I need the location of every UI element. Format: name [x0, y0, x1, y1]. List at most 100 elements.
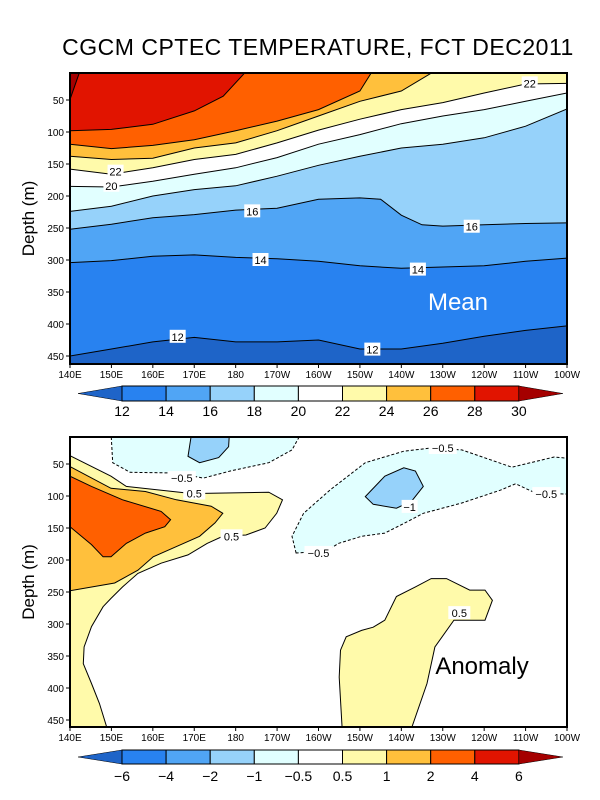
y-tick-label: 150: [47, 160, 64, 171]
contour-label-bg: [448, 606, 471, 620]
y-tick-label: 200: [47, 192, 64, 203]
isotherm-20: [70, 92, 567, 188]
colorbar-label: 22: [335, 403, 351, 419]
x-tick-label: 150W: [347, 370, 374, 381]
colorbar-label: −0.5: [285, 768, 313, 784]
contour-label: 0.5: [187, 488, 202, 500]
isotherm-18: [70, 108, 567, 212]
x-tick-label: 140W: [388, 370, 415, 381]
contour-label: −0.5: [432, 443, 454, 455]
colorbar-label: 14: [158, 403, 174, 419]
y-tick-label: 100: [47, 128, 64, 139]
y-tick-label: 150: [47, 524, 64, 535]
contour-label: 12: [366, 345, 378, 357]
contour-label: 20: [105, 181, 117, 193]
contour-label-bg: [364, 342, 381, 356]
isotherm-14: [70, 254, 567, 269]
colorbar-box: [165, 385, 211, 402]
colorbar-box: [430, 385, 476, 402]
y-tick-label: 200: [47, 556, 64, 567]
colorbar-label: 1: [383, 768, 391, 784]
colorbar-label: 16: [202, 403, 218, 419]
contour-label: 22: [524, 78, 536, 90]
colorbar: −6 −4 −2 −1 −0.5 0.5 1 2 4 6: [77, 749, 563, 784]
contour-label: 0.5: [224, 531, 239, 543]
y-tick-label: 450: [47, 716, 64, 727]
anomaly-region-2: [70, 475, 172, 558]
isotherm-12: [70, 325, 567, 357]
contour-label: 0.5: [452, 608, 467, 620]
contour-label-bg: [428, 441, 457, 454]
colorbar-box: [121, 749, 167, 765]
colorbar-label: 20: [291, 403, 307, 419]
y-tick-label: 50: [53, 96, 65, 107]
chart-title: CGCM CPTEC TEMPERATURE, FCT DEC2011: [62, 34, 574, 60]
contour-label-bg: [167, 471, 196, 485]
contour-label: −0.5: [308, 548, 330, 560]
y-tick-label: 250: [47, 588, 64, 599]
isotherm-30: [70, 73, 80, 100]
colorbar: 12 14 16 18 20 22 24 26 28 30: [77, 385, 563, 419]
colorbar-box: [253, 385, 299, 402]
contour-label-bg: [183, 486, 206, 500]
contour-label-bg: [244, 204, 261, 218]
anomaly-region--0.5: [291, 447, 567, 554]
colorbar-label: 30: [511, 403, 527, 419]
x-tick-label: 150E: [100, 370, 124, 381]
colorbar-label: 4: [471, 768, 479, 784]
contour-label-bg: [169, 329, 186, 343]
colorbar-box: [386, 385, 432, 402]
y-tick-label: 450: [47, 352, 64, 363]
y-tick-label: 300: [47, 256, 64, 267]
colorbar-label: 2: [427, 768, 435, 784]
colorbar-box: [121, 385, 167, 402]
contour-label: −0.5: [171, 473, 193, 485]
y-tick-label: 350: [47, 288, 64, 299]
colorbar-label: 6: [515, 768, 523, 784]
y-tick-label: 250: [47, 224, 64, 235]
panel-mean: 22 22 20 16 16 14 14 12 12 Mean 140E 150E 160E 170E 18…: [19, 72, 581, 419]
colorbar-box: [430, 749, 476, 765]
colorbar-label: 28: [467, 403, 483, 419]
x-tick-label: 100W: [554, 370, 581, 381]
contour-label-bg: [220, 529, 243, 543]
colorbar-box: [209, 385, 255, 402]
colorbar-box: [474, 749, 520, 765]
x-tick-label: 140E: [58, 733, 82, 744]
band-above-28: [70, 73, 245, 131]
colorbar-label: 12: [114, 403, 130, 419]
x-tick-label: 160E: [141, 370, 165, 381]
y-tick-label: 50: [53, 460, 65, 471]
colorbar-label: −2: [202, 768, 218, 784]
x-tick-label: 120W: [471, 733, 498, 744]
x-tick-label: 160E: [141, 733, 165, 744]
contour-label: 14: [254, 255, 266, 267]
contour-label: −1: [403, 502, 416, 514]
panel-annotation: Mean: [428, 289, 488, 316]
contour-label: 12: [172, 332, 184, 344]
x-tick-label: 160W: [305, 370, 332, 381]
contour-label-bg: [409, 262, 426, 276]
colorbar-label: 18: [247, 403, 263, 419]
plot-area: 22 22 20 16 16 14 14 12 12: [70, 73, 567, 364]
x-tick-label: 110W: [513, 733, 539, 744]
contour-label-bg: [463, 219, 480, 233]
anomaly-region--1: [187, 437, 230, 464]
colorbar-box: [165, 749, 211, 765]
contour-label: 16: [466, 222, 478, 234]
contour-label: −0.5: [535, 489, 557, 501]
y-tick-label: 400: [47, 320, 64, 331]
x-tick-label: 100W: [554, 733, 581, 744]
contour-label-bg: [252, 253, 269, 266]
colorbar-box: [386, 749, 432, 765]
x-tick-label: 150W: [347, 733, 374, 744]
y-tick-label: 100: [47, 492, 64, 503]
colorbar-box: [209, 749, 255, 765]
x-tick-label: 170W: [264, 370, 291, 381]
x-tick-label: 130W: [430, 733, 457, 744]
x-tick-label: 160W: [305, 733, 332, 744]
contour-label-bg: [521, 76, 538, 90]
